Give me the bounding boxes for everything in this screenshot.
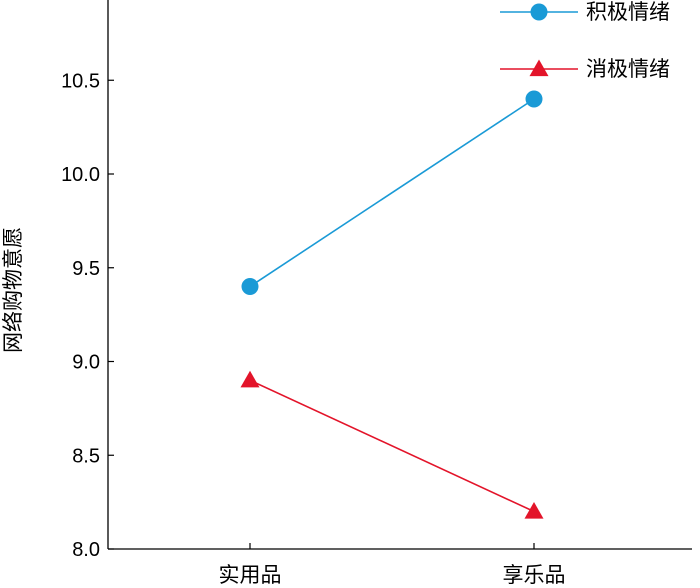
y-tick-label: 10.0 — [61, 164, 100, 186]
y-tick-label: 10.5 — [61, 70, 100, 92]
data-point — [525, 90, 543, 108]
legend-item: 积极情绪 — [500, 0, 670, 24]
x-ticks: 实用品 享乐品 — [219, 543, 566, 587]
legend-item: 消极情绪 — [500, 57, 670, 81]
series-0 — [241, 90, 543, 295]
data-point — [240, 370, 260, 388]
y-tick-label: 9.5 — [72, 258, 100, 280]
x-tick-label: 享乐品 — [503, 563, 566, 587]
x-tick-label: 实用品 — [219, 563, 282, 587]
series-line — [249, 379, 535, 513]
series-layer — [240, 90, 544, 519]
axes — [107, 0, 692, 550]
legend-label: 消极情绪 — [586, 57, 670, 81]
y-ticks: 8.0 8.5 9.0 9.5 10.0 10.5 — [61, 70, 114, 561]
y-tick-label: 9.0 — [72, 352, 100, 374]
y-tick-label: 8.0 — [72, 539, 100, 561]
legend-label: 积极情绪 — [586, 0, 670, 24]
legend-marker — [530, 3, 548, 21]
series-1 — [240, 370, 544, 519]
data-point — [524, 502, 544, 519]
data-point — [241, 278, 259, 295]
y-axis-title: 网络购物意愿 — [1, 227, 25, 353]
y-tick-label: 8.5 — [72, 445, 100, 467]
legend-marker — [529, 59, 549, 77]
series-line — [249, 98, 535, 288]
